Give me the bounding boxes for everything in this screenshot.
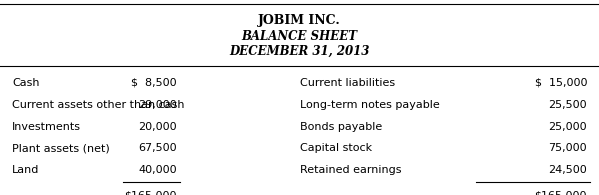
Text: 29,000: 29,000 bbox=[138, 100, 177, 110]
Text: Bonds payable: Bonds payable bbox=[300, 121, 382, 132]
Text: 75,000: 75,000 bbox=[549, 143, 587, 153]
Text: $  15,000: $ 15,000 bbox=[534, 78, 587, 88]
Text: 20,000: 20,000 bbox=[138, 121, 177, 132]
Text: Capital stock: Capital stock bbox=[300, 143, 371, 153]
Text: Retained earnings: Retained earnings bbox=[300, 165, 401, 175]
Text: Plant assets (net): Plant assets (net) bbox=[12, 143, 110, 153]
Text: Current assets other than cash: Current assets other than cash bbox=[12, 100, 184, 110]
Text: $165,000: $165,000 bbox=[534, 190, 587, 195]
Text: Cash: Cash bbox=[12, 78, 40, 88]
Text: JOBIM INC.: JOBIM INC. bbox=[258, 14, 341, 27]
Text: 25,500: 25,500 bbox=[549, 100, 587, 110]
Text: Land: Land bbox=[12, 165, 40, 175]
Text: Investments: Investments bbox=[12, 121, 81, 132]
Text: 67,500: 67,500 bbox=[138, 143, 177, 153]
Text: $165,000: $165,000 bbox=[124, 190, 177, 195]
Text: 24,500: 24,500 bbox=[548, 165, 587, 175]
Text: 25,000: 25,000 bbox=[549, 121, 587, 132]
Text: Current liabilities: Current liabilities bbox=[300, 78, 395, 88]
Text: DECEMBER 31, 2013: DECEMBER 31, 2013 bbox=[229, 45, 370, 58]
Text: Long-term notes payable: Long-term notes payable bbox=[300, 100, 439, 110]
Text: BALANCE SHEET: BALANCE SHEET bbox=[241, 30, 358, 43]
Text: 40,000: 40,000 bbox=[138, 165, 177, 175]
Text: $  8,500: $ 8,500 bbox=[131, 78, 177, 88]
